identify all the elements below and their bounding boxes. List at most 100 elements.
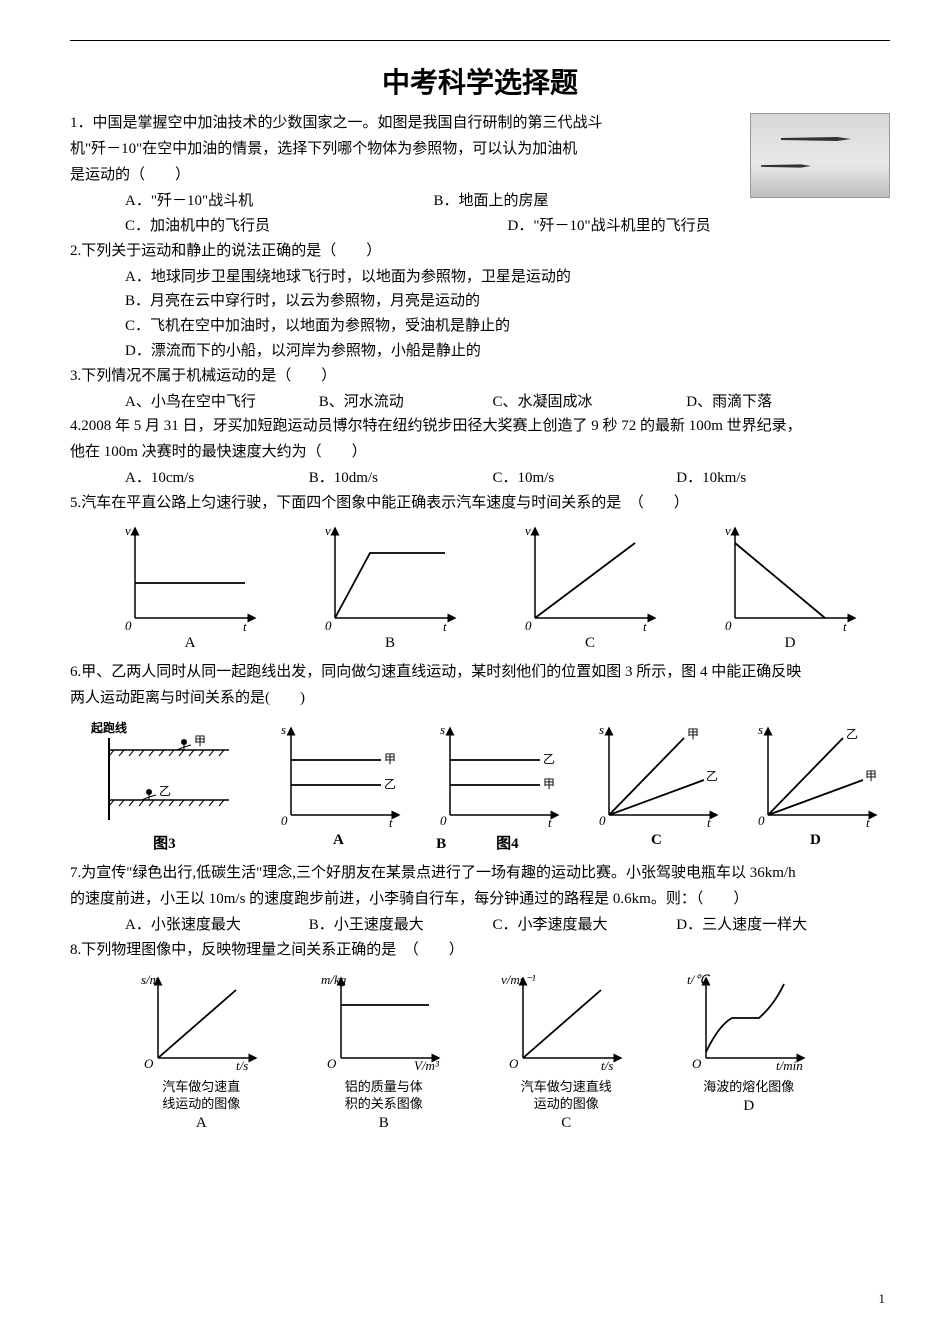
q2-opt-d: D．漂流而下的小船，以河岸为参照物，小船是静止的 [125, 339, 890, 364]
svg-text:t: t [389, 815, 393, 830]
q6-chart-d: st0 乙 甲 D [741, 720, 890, 853]
svg-text:t: t [548, 815, 552, 830]
page-number: 1 [879, 1291, 886, 1307]
q8c-cap1: 汽车做匀速直线 [521, 1079, 612, 1094]
q5-chart-b: v t 0 B [300, 523, 480, 652]
svg-text:m/kg: m/kg [321, 972, 347, 987]
q5-chart-d: v t 0 D [700, 523, 880, 652]
q5-label-b: B [385, 635, 395, 652]
svg-text:0: 0 [325, 618, 332, 633]
svg-text:s/m: s/m [141, 972, 159, 987]
q8-chart-c: v/ms⁻¹ t/s O 汽车做匀速直线运动的图像 C [485, 970, 648, 1132]
q4-opt-c: C．10m/s [493, 466, 673, 491]
svg-text:s: s [599, 722, 604, 737]
fig3-title: 起跑线 [90, 720, 127, 735]
svg-text:0: 0 [281, 813, 288, 828]
q8-charts: s/m t/s O 汽车做匀速直线运动的图像 A m/kg V/m³ O 铝的质… [120, 970, 830, 1132]
svg-text:0: 0 [599, 813, 606, 828]
q7-opt-b: B．小王速度最大 [309, 913, 489, 938]
q7-stem-l2: 的速度前进，小王以 10m/s 的速度跑步前进，小李骑自行车，每分钟通过的路程是… [70, 887, 890, 911]
y-axis-label: v [125, 523, 131, 538]
q7-opt-a: A．小张速度最大 [125, 913, 305, 938]
q3-opt-b: B、河水流动 [319, 390, 489, 415]
q2-opt-b: B．月亮在云中穿行时，以云为参照物，月亮是运动的 [125, 289, 890, 314]
svg-text:乙: 乙 [543, 752, 555, 766]
svg-text:O: O [327, 1056, 337, 1071]
q3-opt-d: D、雨滴下落 [686, 390, 772, 415]
q1: 1．中国是掌握空中加油技术的少数国家之一。如图是我国自行研制的第三代战斗 机"歼… [70, 111, 890, 239]
svg-text:0: 0 [525, 618, 532, 633]
q3-opt-a: A、小鸟在空中飞行 [125, 390, 315, 415]
q5-label-a: A [185, 635, 196, 652]
svg-text:t: t [843, 619, 847, 633]
svg-text:t: t [443, 619, 447, 633]
q6-label-d: D [810, 832, 821, 849]
svg-text:乙: 乙 [706, 769, 718, 783]
q4-stem-l2: 他在 100m 决赛时的最快速度大约为（ ） [70, 440, 890, 464]
svg-text:O: O [144, 1056, 154, 1071]
x-axis-label: t [243, 619, 247, 633]
q5-chart-a-svg: v t 0 [115, 523, 265, 633]
svg-text:t/℃: t/℃ [687, 972, 710, 987]
q8-stem: 8.下列物理图像中，反映物理量之间关系正确的是 （ ） [70, 938, 890, 962]
q2-opt-a: A．地球同步卫星围绕地球飞行时，以地面为参照物，卫星是运动的 [125, 265, 890, 290]
airplane-photo [750, 113, 890, 198]
q6-chart-a: s t 0 甲 乙 A [264, 720, 413, 853]
q8a-cap1: 汽车做匀速直 [162, 1079, 240, 1094]
svg-text:甲: 甲 [384, 752, 396, 766]
svg-text:O: O [692, 1056, 702, 1071]
q4-opts: A．10cm/s B．10dm/s C．10m/s D．10km/s [70, 466, 890, 491]
q6-fig3: 起跑线 甲 乙 图3 [75, 720, 254, 853]
svg-text:v: v [725, 523, 731, 538]
q6-figures: 起跑线 甲 乙 图3 s t 0 甲 乙 A [75, 720, 890, 853]
svg-text:t: t [643, 619, 647, 633]
q5-label-c: C [585, 635, 595, 652]
q6-stem-l1: 6.甲、乙两人同时从同一起跑线出发，同向做匀速直线运动，某时刻他们的位置如图 3… [70, 660, 890, 684]
q6-fig3-svg: 起跑线 甲 乙 [89, 720, 239, 830]
q5-label-d: D [785, 635, 796, 652]
q4-opt-b: B．10dm/s [309, 466, 489, 491]
svg-text:s: s [758, 722, 763, 737]
svg-text:0: 0 [725, 618, 732, 633]
svg-text:s: s [440, 722, 445, 737]
svg-text:t: t [866, 815, 870, 830]
q6-label-a: A [333, 832, 344, 849]
q4-opt-a: A．10cm/s [125, 466, 305, 491]
svg-text:甲: 甲 [543, 777, 555, 791]
q2-stem: 2.下列关于运动和静止的说法正确的是（ ） [70, 239, 890, 263]
q1-opt-c: C．加油机中的飞行员 [125, 214, 508, 239]
q3-opts: A、小鸟在空中飞行 B、河水流动 C、水凝固成冰 D、雨滴下落 [70, 390, 890, 415]
q5-stem: 5.汽车在平直公路上匀速行驶，下面四个图象中能正确表示汽车速度与时间关系的是 （… [70, 491, 890, 515]
origin-label: 0 [125, 618, 132, 633]
svg-text:甲: 甲 [865, 769, 877, 783]
q7-stem-l1: 7.为宣传"绿色出行,低碳生活"理念,三个好朋友在某景点进行了一场有趣的运动比赛… [70, 861, 890, 885]
fig3-runner1: 甲 [194, 734, 206, 748]
q7-opts: A．小张速度最大 B．小王速度最大 C．小李速度最大 D．三人速度一样大 [70, 913, 890, 938]
q6-stem-l2: 两人运动距离与时间关系的是( ) [70, 686, 890, 710]
svg-text:t/min: t/min [776, 1058, 803, 1073]
q2-opt-c: C．飞机在空中加油时，以地面为参照物，受油机是静止的 [125, 314, 890, 339]
svg-text:t/s: t/s [601, 1058, 613, 1073]
q8-label-d: D [743, 1098, 754, 1115]
top-rule [70, 40, 890, 41]
q7-opt-c: C．小李速度最大 [493, 913, 673, 938]
q1-opt-a: A．"歼－10"战斗机 [125, 189, 434, 214]
q5-chart-d-svg: v t 0 [715, 523, 865, 633]
svg-text:v/ms⁻¹: v/ms⁻¹ [501, 972, 536, 987]
q8-chart-d: t/℃ t/min O 海波的熔化图像 D [668, 970, 831, 1132]
q8-label-c: C [561, 1115, 571, 1132]
q8a-cap2: 线运动的图像 [162, 1096, 240, 1111]
svg-text:乙: 乙 [384, 777, 396, 791]
svg-text:t/s: t/s [236, 1058, 248, 1073]
q2-opts: A．地球同步卫星围绕地球飞行时，以地面为参照物，卫星是运动的 B．月亮在云中穿行… [70, 265, 890, 364]
svg-text:t: t [707, 815, 711, 830]
svg-text:v: v [525, 523, 531, 538]
q8-label-b: B [379, 1115, 389, 1132]
q8b-cap1: 铝的质量与体 [345, 1079, 423, 1094]
q8-label-a: A [196, 1115, 207, 1132]
q3-stem: 3.下列情况不属于机械运动的是（ ） [70, 364, 890, 388]
q6-label-c: C [651, 832, 662, 849]
svg-text:0: 0 [440, 813, 447, 828]
q5-charts: v t 0 A v t 0 B v t 0 C [100, 523, 880, 652]
svg-text:s: s [281, 722, 286, 737]
